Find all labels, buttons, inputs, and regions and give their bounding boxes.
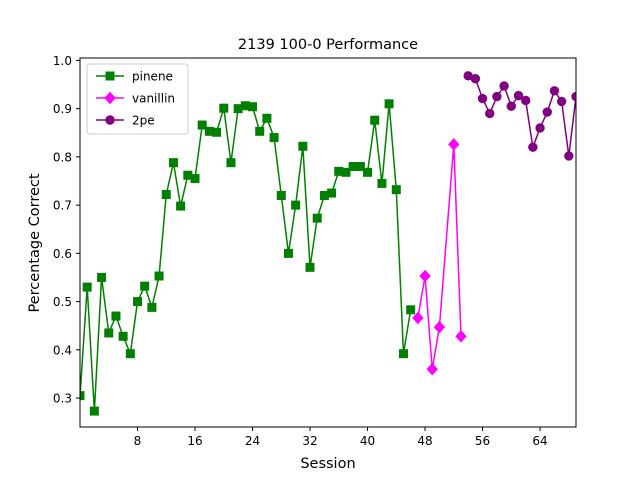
data-point-pinene [190,174,200,184]
data-point-pinene [111,311,121,321]
y-tick-label: 0.3 [53,392,72,406]
data-point-pinene [125,349,135,359]
legend-label: pinene [132,70,173,84]
data-point-2pe [520,95,531,106]
x-tick-label: 56 [475,434,490,448]
data-point-2pe [513,90,524,101]
data-point-2pe [499,81,509,91]
data-point-2pe [556,96,567,107]
data-point-pinene [406,305,416,315]
axes: 8 16 24 32 40 48 56 64 0.3 0.4 0.5 0.6 0.7 0.8 0.9 1.0 [53,54,577,448]
axes-frame [79,57,577,428]
data-point-pinene [226,158,236,168]
series-2pe [463,71,576,161]
series-pinene [80,99,416,416]
data-point-pinene [133,297,143,307]
data-point-pinene [276,190,286,200]
data-point-2pe [477,93,488,104]
data-point-pinene [377,178,387,188]
legend-marker [105,71,115,81]
data-point-pinene [298,141,308,151]
data-point-2pe [564,151,574,161]
x-tick-label: 40 [360,434,375,448]
data-point-pinene [370,115,380,125]
x-tick-label: 32 [302,434,317,448]
data-point-pinene [312,213,322,223]
chart-title: 2139 100-0 Performance [238,37,418,53]
data-point-pinene [97,272,107,282]
legend-entry-2pe: 2pe [96,114,155,128]
data-point-pinene [147,302,157,312]
data-point-pinene [140,281,150,291]
data-point-vanillin [455,330,467,343]
data-point-vanillin [433,320,446,334]
data-point-pinene [176,201,186,211]
x-tick-label: 48 [417,434,432,448]
y-tick-label: 0.8 [53,150,72,164]
x-axis-label: Session [300,456,355,472]
series-vanillin [412,138,467,376]
data-point-pinene [82,282,92,292]
data-point-pinene [219,103,229,113]
data-point-pinene [269,133,279,143]
data-point-pinene [255,126,265,136]
data-point-pinene [104,328,114,338]
data-point-pinene [291,200,301,210]
y-tick-label: 0.6 [53,247,72,261]
series-line-vanillin [417,143,462,370]
data-point-pinene [355,162,365,172]
y-tick-label: 0.5 [53,295,72,309]
data-point-pinene [80,391,85,401]
data-point-pinene [305,262,315,272]
data-point-vanillin [419,269,431,283]
data-point-2pe [492,91,502,102]
x-tick-label: 64 [532,434,547,448]
plot-area [80,71,576,416]
y-tick-label: 0.9 [53,102,72,116]
data-point-pinene [341,167,351,177]
y-tick-label: 1.0 [53,54,72,68]
data-point-pinene [154,271,164,281]
data-point-pinene [384,99,394,109]
data-point-pinene [89,406,99,416]
data-point-vanillin [448,138,460,151]
legend-marker [104,91,116,105]
data-point-pinene [391,185,401,195]
legend: pinene vanillin 2pe [86,63,189,135]
legend-entry-pinene: pinene [96,70,173,84]
data-point-vanillin [412,311,424,325]
data-point-2pe [549,86,560,96]
data-point-pinene [161,190,171,200]
x-tick-label: 16 [187,434,202,448]
data-point-pinene [168,158,178,168]
x-tick-label: 24 [245,434,260,448]
x-tick-label: 8 [134,434,142,448]
data-point-pinene [327,188,337,198]
data-point-pinene [248,102,258,112]
data-point-vanillin [426,362,438,376]
data-point-pinene [212,127,222,137]
data-point-pinene [118,331,128,341]
data-point-2pe [528,142,538,152]
legend-label: vanillin [132,92,175,106]
data-point-pinene [283,248,293,258]
y-axis-label: Percentage Correct [27,173,43,312]
data-point-pinene [363,167,373,177]
data-point-2pe [506,101,517,111]
data-point-2pe [542,107,552,117]
y-tick-label: 0.7 [53,199,72,213]
data-point-pinene [197,120,207,130]
legend-entry-vanillin: vanillin [96,92,175,106]
data-point-2pe [535,123,545,133]
data-point-pinene [398,349,408,359]
data-point-2pe [485,108,495,119]
data-point-pinene [262,113,272,123]
data-point-2pe [470,74,481,84]
y-tick-label: 0.4 [53,343,72,357]
legend-marker [105,115,115,125]
legend-label: 2pe [132,114,155,128]
